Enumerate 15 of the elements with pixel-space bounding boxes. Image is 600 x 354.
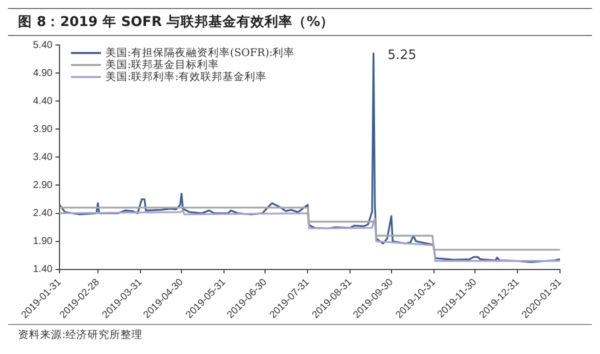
legend-label: 美国:有担保隔夜融资利率(SOFR):利率 [105, 47, 295, 59]
y-tick-label: 1.40 [32, 264, 53, 276]
legend-label: 美国:联邦利率:有效联邦基金利率 [105, 71, 267, 83]
legend-label: 美国:联邦基金目标利率 [105, 59, 219, 71]
annotation: 5.25 [388, 48, 416, 63]
chart-title: 图 8：2019 年 SOFR 与联邦基金有效利率（%） [8, 8, 592, 36]
y-tick-label: 2.90 [32, 180, 53, 191]
y-tick-label: 3.90 [32, 124, 53, 135]
y-tick-label: 4.40 [32, 96, 53, 107]
y-tick-label: 1.90 [32, 236, 53, 248]
y-tick-label: 3.40 [32, 152, 53, 163]
text: 资料来源:经济研究所整理 [8, 324, 592, 345]
y-tick-label: 5.40 [32, 40, 53, 51]
y-tick-label: 4.90 [32, 68, 53, 79]
y-tick-label: 2.40 [32, 208, 53, 220]
